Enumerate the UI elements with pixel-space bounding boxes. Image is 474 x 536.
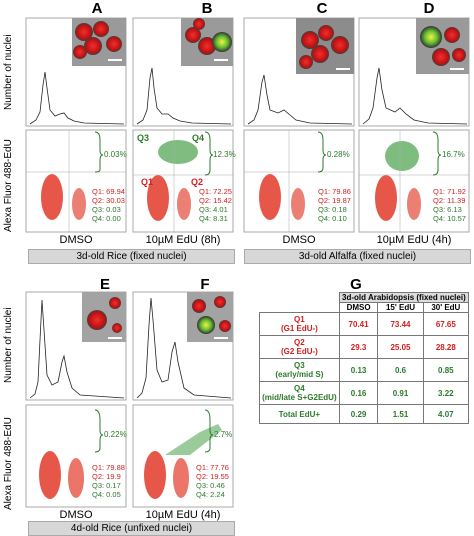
condition-label-a: DMSO [59,234,93,246]
histogram-d [362,67,468,125]
micro-inset-e [82,292,126,342]
table-row: Q3 (early/mid S) 0.13 0.6 0.85 [259,358,470,382]
condition-label-c: DMSO [282,234,316,246]
summary-table: 3d-old Arabidopsis (fixed nuclei) DMSO 1… [259,292,470,424]
table-row: Total EdU+ 0.29 1.51 4.07 [259,404,470,424]
micro-inset-f [187,292,233,342]
scatter-b [133,130,233,232]
condition-label-b: 10µM EdU (8h) [145,234,221,246]
caption-rice-fixed: 3d-old Rice (fixed nuclei) [28,249,235,264]
quad-label-q2: Q2 [191,177,204,187]
pct-d: 16.7% [442,150,465,159]
histogram-b [136,67,232,125]
table-col-header: 30' EdU [422,302,470,313]
panel-label-f: F [200,276,210,293]
quad-stats-f: Q1: 77.76 Q2: 19.55 Q3: 0.46 Q4: 2.24 [196,463,229,499]
condition-label-e: DMSO [59,509,93,521]
quad-label-q4: Q4 [192,133,205,143]
panel-label-g: G [350,276,362,293]
panel-label-c: C [316,0,328,17]
pct-a: 0.03% [104,150,127,159]
panel-label-b: B [201,0,213,17]
table-col-header: DMSO [338,302,379,313]
condition-label-f: 10µM EdU (4h) [145,509,221,521]
table-row: Q4 (mid/late S+G2EdU) 0.16 0.91 3.22 [259,381,470,405]
quad-stats-e: Q1: 79.88 Q2: 19.9 Q3: 0.17 Q4: 0.05 [92,463,125,499]
pct-f: 2.7% [214,430,233,439]
histogram-c [247,74,353,125]
micro-inset-b [181,18,233,66]
scatter-c [244,130,354,232]
table-row: Q1 (G1 EdU-) 70.41 73.44 67.65 [259,312,470,336]
table-col-header: 15' EdU [377,302,424,313]
table-row: Q2 (G2 EdU-) 29.3 25.05 28.28 [259,335,470,359]
quad-stats-a: Q1: 69.94 Q2: 30.03 Q3: 0.03 Q4: 0.00 [92,187,125,223]
micro-inset-c [296,18,354,74]
quad-label-q3: Q3 [137,133,150,143]
panel-label-d: D [423,0,435,17]
panel-label-a: A [91,0,103,17]
pct-e: 0.22% [104,430,127,439]
histogram-a [29,71,125,125]
pct-c: 0.28% [327,150,350,159]
scatter-a [26,130,126,232]
quad-stats-c: Q1: 79.86 Q2: 19.87 Q3: 0.18 Q4: 0.10 [318,187,351,223]
scatter-e [39,451,84,499]
caption-alfalfa-fixed: 3d-old Alfalfa (fixed nuclei) [244,249,471,264]
micro-inset-a [72,18,126,66]
scatter-d [359,130,469,232]
quad-stats-b: Q1: 72.25 Q2: 15.42 Q3: 4.01 Q4: 8.31 [199,187,232,223]
pct-b: 12.3% [213,150,236,159]
histogram-e [29,299,125,399]
table-title: 3d-old Arabidopsis (fixed nuclei) [338,292,470,303]
scatter-f [144,424,222,499]
panel-label-e: E [99,276,110,293]
quad-label-q1: Q1 [141,177,154,187]
quad-stats-d: Q1: 71.92 Q2: 11.39 Q3: 6.13 Q4: 10.57 [433,187,466,223]
histogram-f [136,297,232,399]
condition-label-d: 10µM EdU (4h) [376,234,452,246]
micro-inset-d [416,18,469,74]
